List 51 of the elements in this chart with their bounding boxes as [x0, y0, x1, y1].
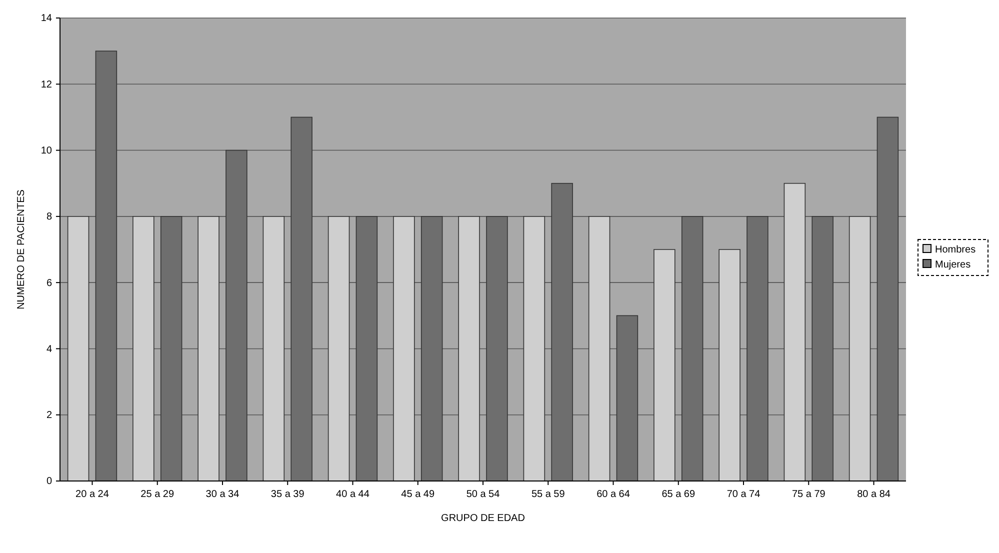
bar [262, 216, 285, 482]
bar [812, 216, 834, 482]
x-tick-label: 65 a 69 [662, 489, 696, 500]
bar [746, 216, 768, 482]
y-tick-label: 0 [46, 476, 52, 488]
x-tick-label: 80 a 84 [857, 489, 891, 500]
bar [132, 216, 154, 482]
bar [67, 216, 90, 482]
bar [420, 216, 443, 482]
y-axis-title: NUMERO DE PACIENTES [16, 189, 27, 310]
bar [523, 216, 546, 482]
x-tick-label: 50 a 54 [466, 489, 500, 500]
y-tick-label: 4 [46, 344, 52, 355]
bar [95, 50, 118, 482]
bar [458, 216, 480, 482]
legend-label: Hombres [935, 244, 976, 256]
bar [328, 216, 350, 482]
bar [160, 216, 182, 482]
x-tick-label: 60 a 64 [596, 489, 630, 500]
bar [588, 216, 610, 482]
x-tick-label: 70 a 74 [726, 489, 761, 500]
y-tick-label: 2 [46, 410, 52, 422]
x-tick-label: 75 a 79 [792, 489, 826, 500]
bar [848, 216, 871, 482]
x-tick-label: 40 a 44 [336, 489, 370, 500]
x-tick-label: 25 a 29 [140, 489, 174, 500]
bar [356, 216, 378, 482]
y-tick-label: 10 [40, 145, 52, 156]
bar [486, 216, 508, 482]
x-tick-label: 55 a 59 [531, 489, 566, 500]
y-tick-label: 14 [40, 13, 52, 24]
y-tick-label: 8 [46, 212, 52, 223]
bar [784, 182, 806, 482]
x-tick-label: 45 a 49 [401, 489, 435, 500]
bar [616, 315, 638, 482]
y-tick-label: 6 [46, 278, 52, 289]
bar [226, 150, 248, 482]
x-tick-label: 35 a 39 [270, 489, 305, 500]
bar [681, 216, 704, 482]
bar [718, 249, 740, 482]
y-tick-label: 12 [40, 79, 52, 90]
legend-label: Mujeres [935, 260, 971, 270]
bar [551, 182, 573, 482]
x-tick-label: 20 a 24 [76, 489, 110, 500]
bar [393, 216, 415, 482]
bar [290, 116, 312, 482]
bar [876, 116, 899, 482]
x-tick-label: 30 a 34 [206, 489, 240, 500]
bar [198, 216, 220, 482]
x-axis-title: GRUPO DE EDAD [441, 513, 525, 524]
bar [654, 249, 676, 482]
